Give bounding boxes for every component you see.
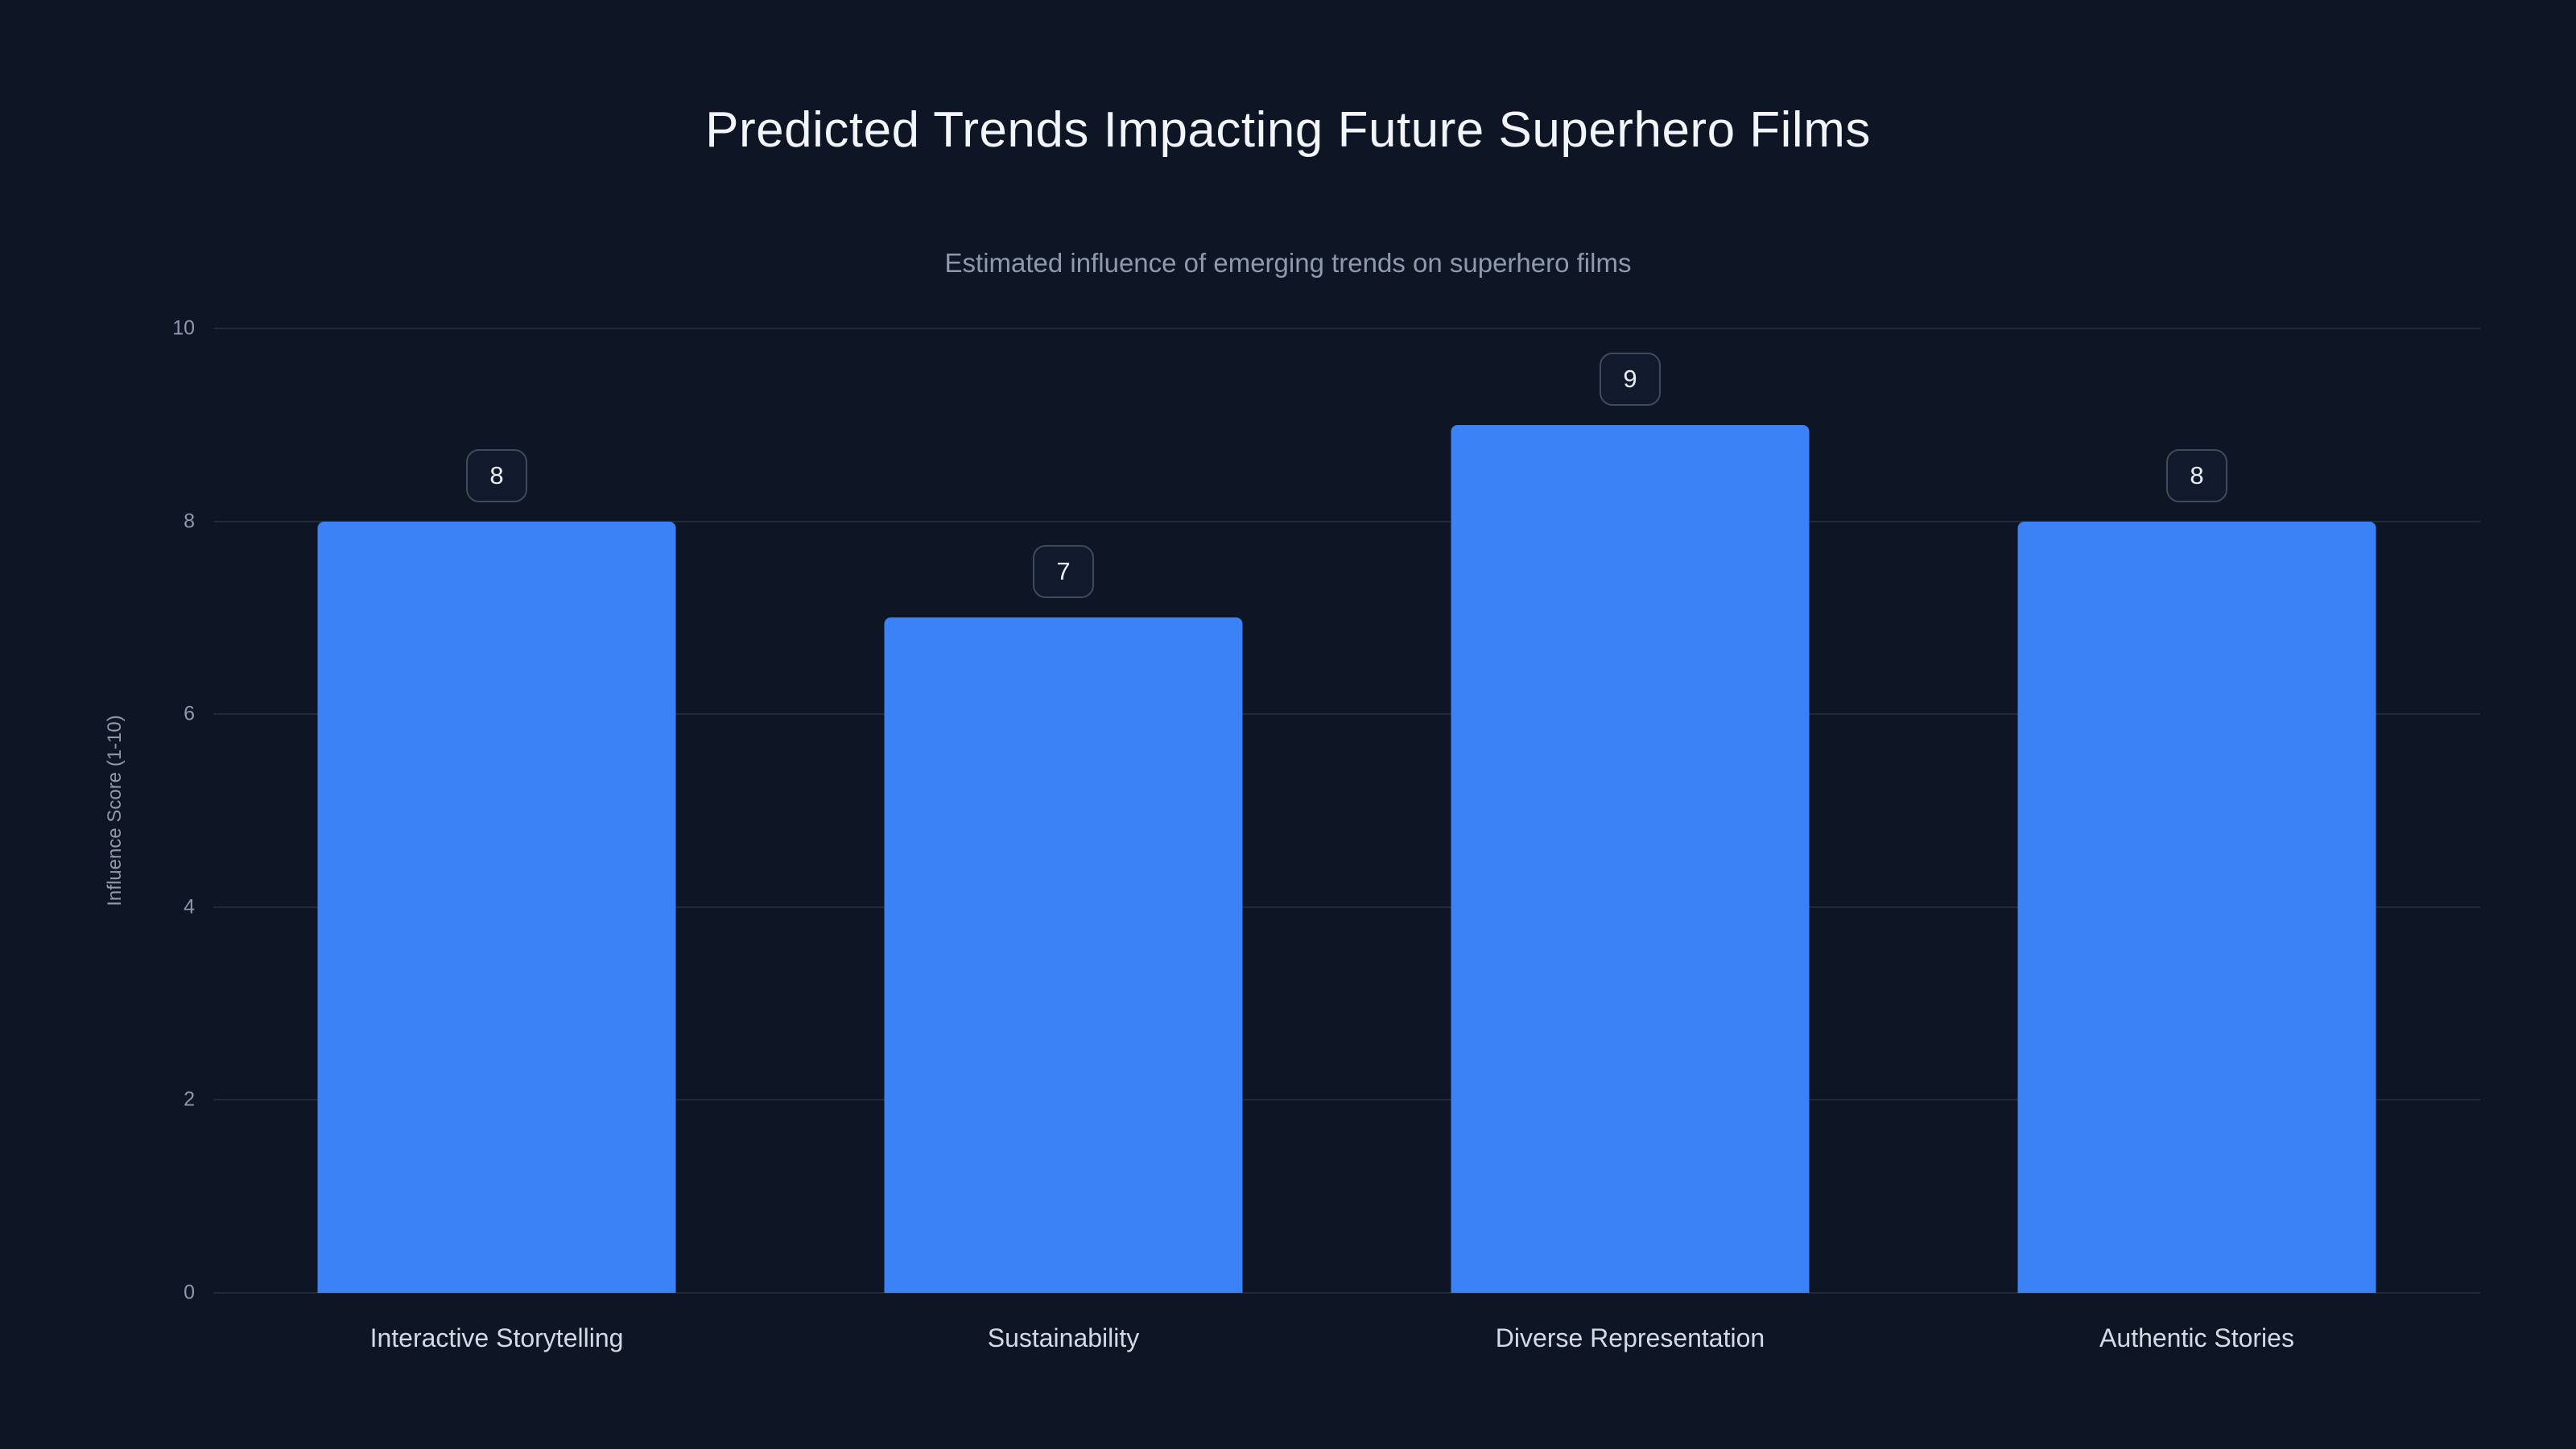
x-axis-label: Sustainability: [987, 1323, 1140, 1352]
bar-value-badge: 9: [1600, 352, 1661, 406]
bar-slot: 8: [213, 328, 780, 1293]
bar: [2017, 521, 2376, 1293]
bar-value-badge: 8: [466, 448, 527, 502]
gridline: [213, 328, 2480, 329]
x-axis-labels: Interactive Storytelling Sustainability Di…: [213, 1323, 2480, 1353]
x-axis-label: Authentic Stories: [2099, 1323, 2294, 1352]
chart-subtitle: Estimated influence of emerging trends o…: [944, 248, 1632, 278]
chart-title: Predicted Trends Impacting Future Superh…: [705, 102, 1871, 158]
y-tick-label: 8: [184, 510, 195, 533]
bar-slot: 7: [780, 328, 1347, 1293]
bar-slot: 9: [1347, 328, 1913, 1293]
y-tick-label: 2: [184, 1088, 195, 1111]
bar-value-badge: 7: [1033, 545, 1094, 599]
gridline: [213, 906, 2480, 908]
y-tick-label: 0: [184, 1281, 195, 1304]
bar: [1451, 424, 1810, 1293]
gridline: [213, 1099, 2480, 1101]
bar-value-badge: 8: [2166, 448, 2227, 502]
gridline: [213, 1292, 2480, 1294]
bar: [884, 617, 1243, 1293]
y-tick-label: 4: [184, 895, 195, 919]
gridline: [213, 520, 2480, 522]
y-tick-label: 6: [184, 702, 195, 725]
bar-slot: 8: [1913, 328, 2480, 1293]
bar: [317, 521, 676, 1293]
y-tick-label: 10: [172, 316, 195, 340]
plot-area: 8 7 9 8: [213, 328, 2480, 1294]
bar-series: 8 7 9 8: [213, 328, 2480, 1293]
x-axis-label: Interactive Storytelling: [369, 1323, 624, 1352]
gridline: [213, 713, 2480, 716]
gridlines: [213, 328, 2480, 1294]
x-axis-label: Diverse Representation: [1495, 1323, 1765, 1352]
y-axis-ticks: 0 2 4 6 8 10: [0, 317, 195, 1304]
